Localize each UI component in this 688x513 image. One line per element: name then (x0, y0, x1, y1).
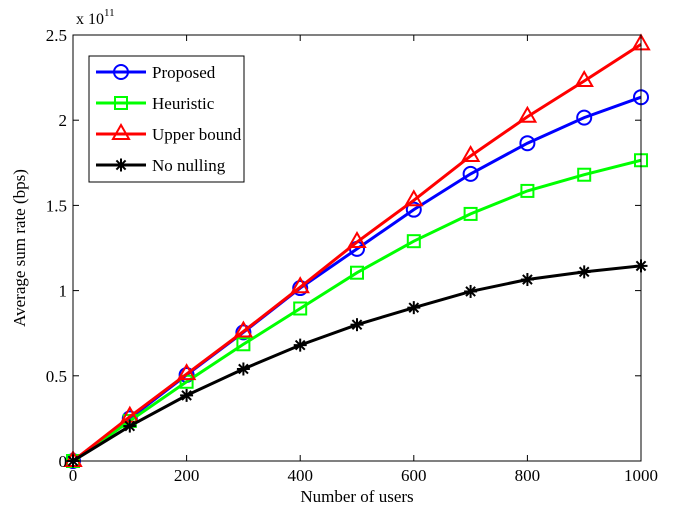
star-stroke (522, 274, 533, 285)
y-axis-multiplier: x 1011 (76, 7, 115, 28)
data-point-upper-bound (404, 189, 424, 207)
data-point-heuristic (293, 301, 308, 316)
star-stroke (578, 266, 590, 278)
y-tick-label: 2.5 (46, 26, 67, 45)
series-no-nulling (66, 259, 648, 468)
legend-label: Heuristic (152, 94, 215, 113)
x-tick-label: 200 (174, 466, 200, 485)
data-point-upper-bound (233, 320, 254, 338)
y-tick-label: 0 (59, 452, 68, 471)
star-stroke (238, 363, 249, 375)
legend-entry-no-nulling: No nulling (96, 156, 226, 175)
data-point-no-nulling (577, 265, 591, 279)
x-axis-label: Number of users (300, 487, 413, 506)
y-tick-label: 1.5 (46, 196, 67, 215)
data-point-upper-bound (347, 231, 367, 249)
data-point-heuristic (577, 167, 592, 182)
series-line-heuristic (72, 158, 642, 463)
legend-label: No nulling (152, 156, 226, 175)
data-point-no-nulling (293, 338, 307, 352)
legend-swatch-marker (114, 96, 128, 110)
y-tick-label: 1 (59, 282, 68, 301)
legend-swatch-marker (114, 158, 128, 172)
star-stroke (465, 286, 476, 297)
x-tick-label: 600 (401, 466, 427, 485)
plot-area-frame (72, 34, 642, 462)
y-axis-label: Average sum rate (bps) (10, 169, 29, 327)
data-point-proposed (292, 280, 309, 297)
data-point-heuristic (520, 183, 535, 198)
data-point-heuristic (406, 234, 421, 249)
y-multiplier-exponent: 11 (104, 7, 115, 19)
legend-entry-upper-bound: Upper bound (96, 122, 242, 144)
data-point-no-nulling (520, 273, 534, 287)
y-tick-label: 2 (59, 111, 68, 130)
data-point-upper-bound (517, 105, 538, 123)
series-line-upper-bound (72, 43, 642, 463)
star-stroke (115, 159, 127, 171)
data-point-proposed (405, 201, 422, 218)
y-tick-label: 0.5 (46, 367, 67, 386)
series-heuristic (66, 153, 648, 468)
legend-label: Proposed (152, 63, 216, 82)
y-multiplier-base: x 10 (76, 11, 104, 28)
legend-label: Upper bound (152, 125, 242, 144)
data-point-upper-bound (460, 144, 481, 162)
star-stroke (294, 339, 306, 351)
data-point-proposed (462, 165, 479, 182)
star-stroke (181, 390, 192, 401)
data-point-no-nulling (350, 318, 364, 332)
legend-swatch-marker (111, 122, 131, 140)
star-stroke (124, 420, 136, 432)
x-tick-label: 400 (287, 466, 313, 485)
data-point-heuristic (236, 337, 251, 352)
series-upper-bound (63, 33, 651, 467)
data-point-proposed (576, 109, 593, 126)
star-stroke (351, 319, 363, 330)
data-point-upper-bound (574, 69, 594, 88)
data-point-no-nulling (123, 419, 137, 433)
data-point-proposed (519, 135, 536, 152)
data-point-no-nulling (407, 301, 421, 315)
data-point-no-nulling (236, 362, 250, 376)
legend-entry-heuristic: Heuristic (96, 94, 215, 113)
data-point-heuristic (350, 265, 364, 280)
legend-entry-proposed: Proposed (96, 63, 216, 82)
data-point-no-nulling (180, 388, 194, 402)
series-line-no-nulling (72, 264, 642, 463)
data-point-upper-bound (176, 363, 197, 381)
data-point-no-nulling (464, 284, 478, 298)
x-tick-label: 1000 (624, 466, 658, 485)
data-point-upper-bound (290, 276, 310, 294)
star-stroke (408, 302, 420, 313)
data-point-heuristic (463, 206, 478, 221)
x-tick-label: 800 (515, 466, 541, 485)
data-point-proposed (235, 324, 252, 341)
x-tick-label: 0 (69, 466, 78, 485)
legend-swatch-marker (113, 64, 129, 80)
